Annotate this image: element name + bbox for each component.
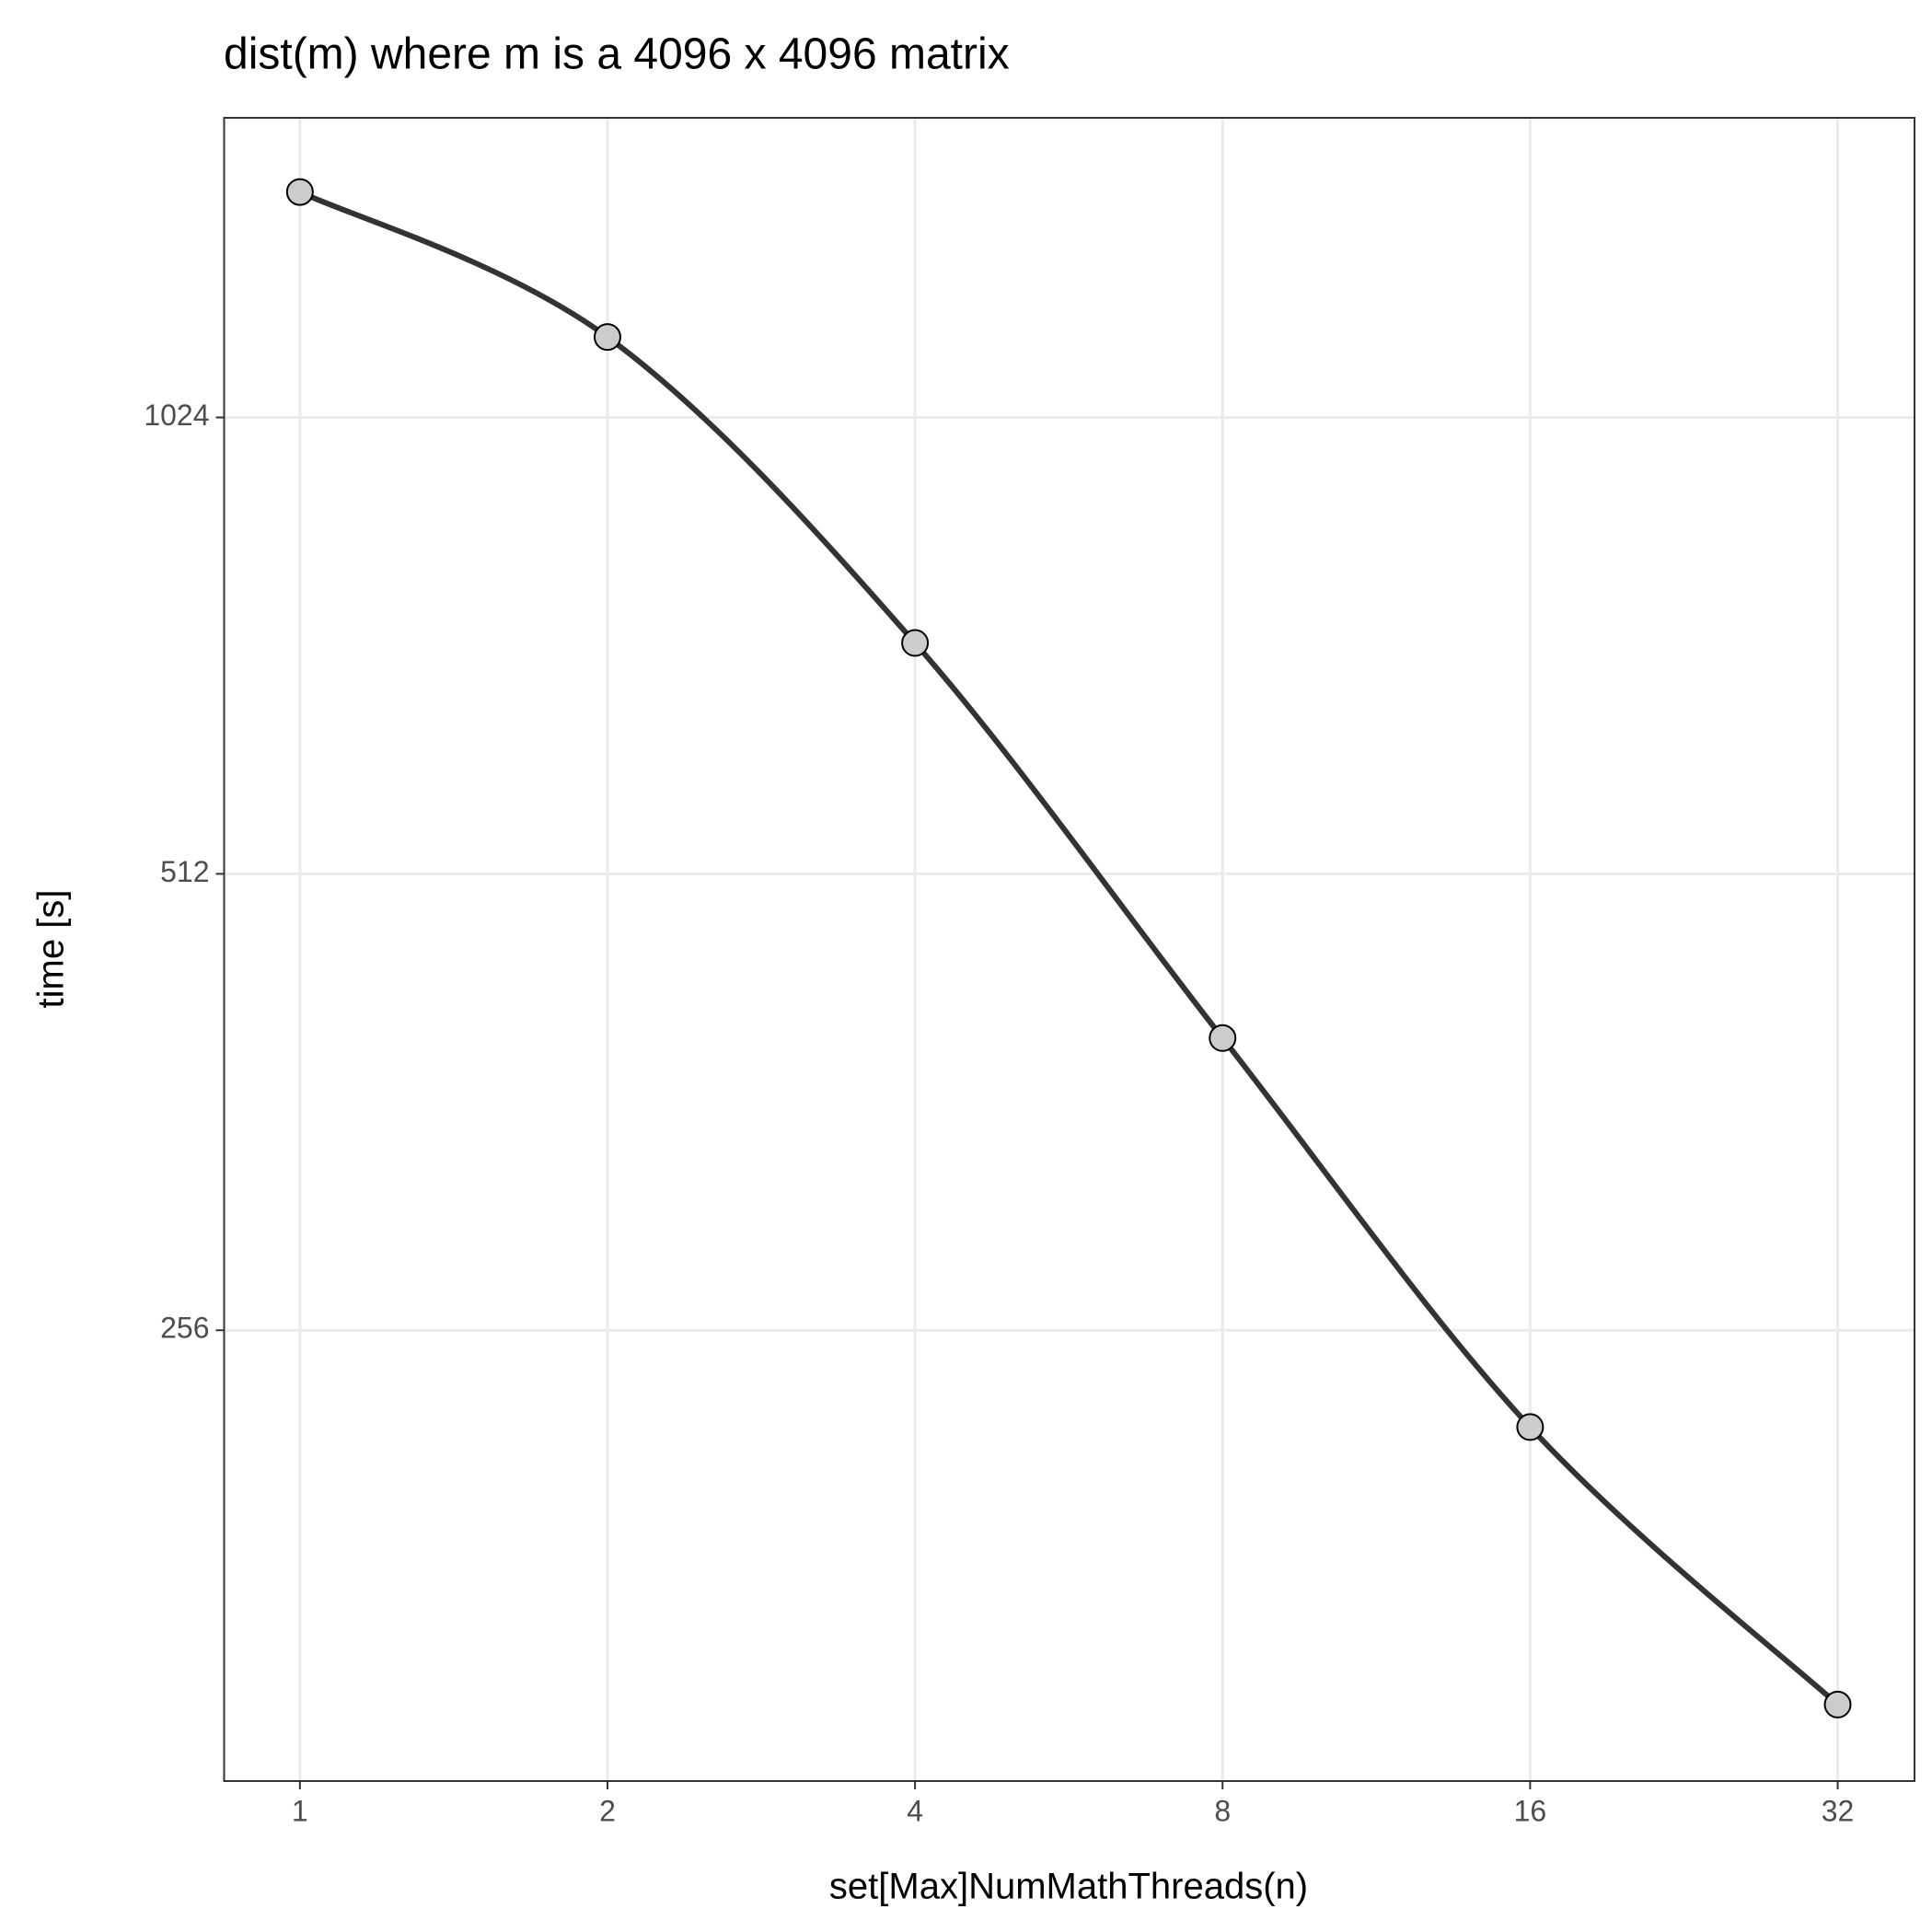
point (1516, 1413, 1544, 1441)
point (593, 323, 621, 352)
x-tick-label: 2 (599, 1794, 616, 1827)
x-tick-label: 8 (1214, 1794, 1231, 1827)
x-tick-label: 16 (1514, 1794, 1547, 1827)
point (901, 629, 930, 657)
y-axis-title: time [s] (31, 890, 72, 1009)
y-tick-label: 512 (160, 855, 209, 888)
x-axis-title: set[Max]NumMathThreads(n) (829, 1867, 1308, 1907)
plot-background (224, 118, 1915, 1781)
y-tick-label: 1024 (144, 399, 209, 432)
point (285, 178, 314, 206)
point (1209, 1024, 1237, 1052)
point (1823, 1690, 1852, 1718)
x-tick-label: 1 (292, 1794, 308, 1827)
y-tick-label: 256 (160, 1312, 209, 1345)
plot-border (223, 117, 1915, 1782)
x-tick-label: 32 (1822, 1794, 1855, 1827)
chart-title: dist(m) where m is a 4096 x 4096 matrix (224, 30, 1010, 79)
x-tick-label: 4 (907, 1794, 923, 1827)
